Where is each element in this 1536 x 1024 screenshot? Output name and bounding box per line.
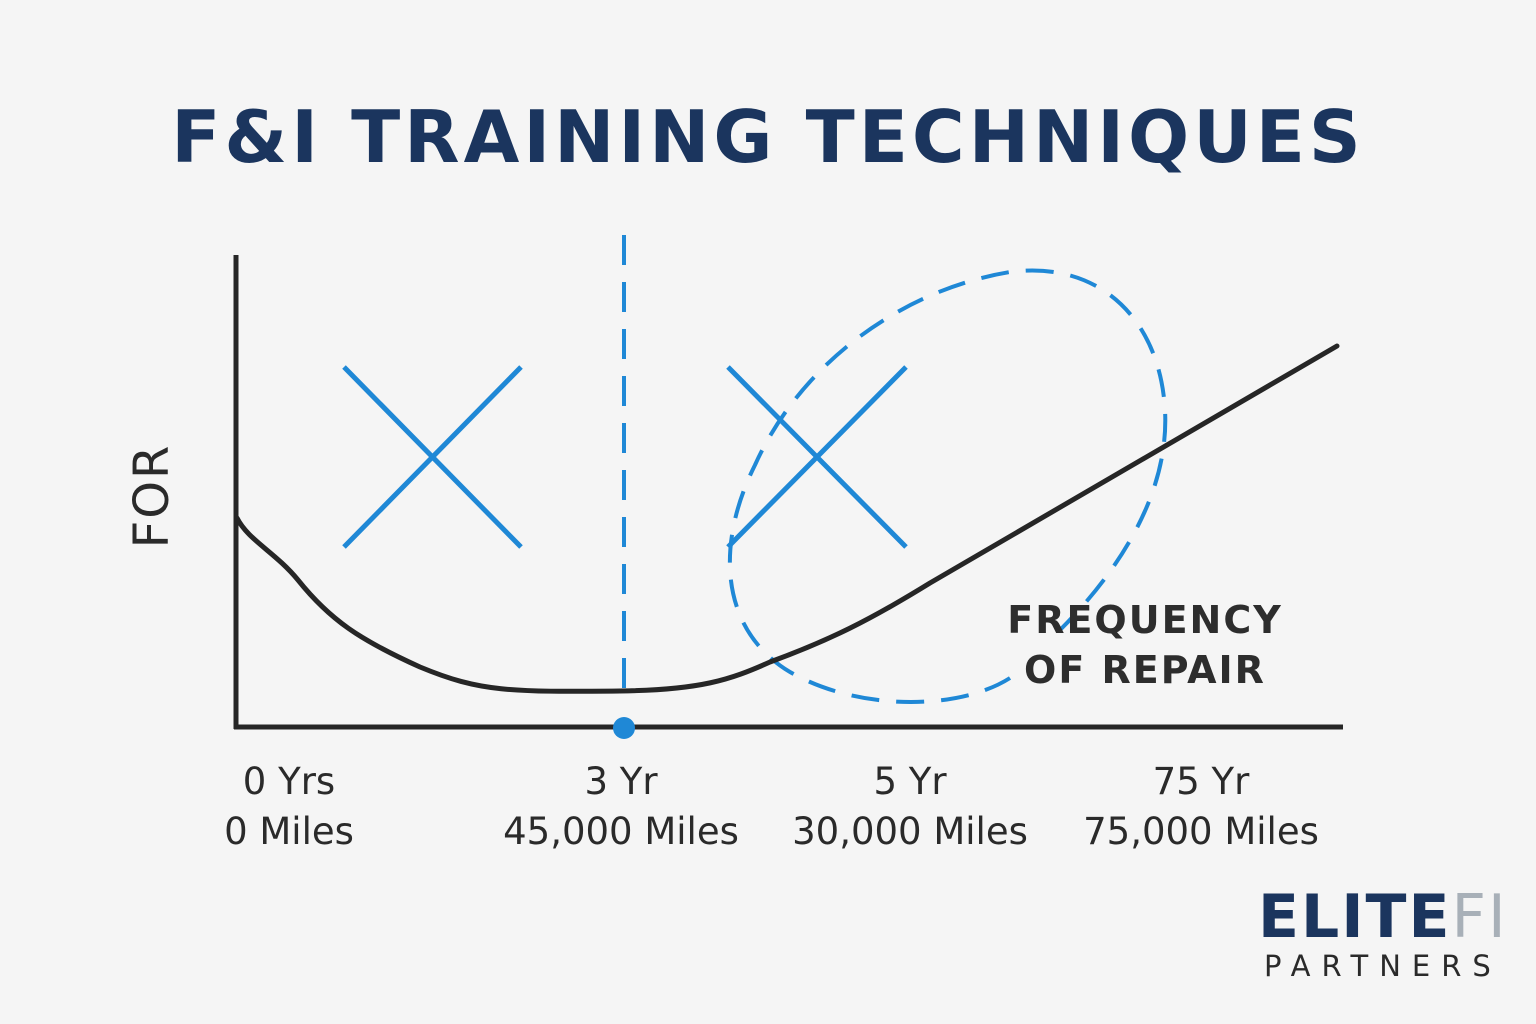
diagram-title: F&I TRAINING TECHNIQUES <box>171 95 1365 179</box>
x-label-1-line1: 3 Yr <box>584 760 658 803</box>
x-label-0-line2: 0 Miles <box>224 810 354 853</box>
x-label-3-line1: 75 Yr <box>1152 760 1250 803</box>
x-label-2-line2: 30,000 Miles <box>792 810 1028 853</box>
x-label-2: 5 Yr 30,000 Miles <box>760 757 1060 857</box>
x-label-0: 0 Yrs 0 Miles <box>139 757 439 857</box>
x-label-0-line1: 0 Yrs <box>242 760 336 803</box>
x-label-1: 3 Yr 45,000 Miles <box>471 757 771 857</box>
dashed-ellipse <box>727 268 1168 704</box>
logo-wordmark: ELITEFI <box>1258 885 1518 949</box>
x-mark-right <box>726 365 908 549</box>
frequency-line1: FREQUENCY <box>1007 598 1283 642</box>
logo-main-text: ELITE <box>1258 882 1452 952</box>
frequency-line2: OF REPAIR <box>1024 648 1266 692</box>
x-label-1-line2: 45,000 Miles <box>503 810 739 853</box>
cost-curve <box>234 343 1340 694</box>
axis-point-marker <box>613 717 635 739</box>
x-label-2-line1: 5 Yr <box>873 760 947 803</box>
elite-fi-logo: ELITEFI PARTNERS <box>1258 885 1518 983</box>
x-mark-left <box>342 365 523 549</box>
logo-subtitle: PARTNERS <box>1264 949 1502 983</box>
frequency-of-repair-label: FREQUENCY OF REPAIR <box>995 595 1295 695</box>
x-label-3-line2: 75,000 Miles <box>1083 810 1319 853</box>
x-label-3: 75 Yr 75,000 Miles <box>1051 757 1351 857</box>
logo-accent-text: FI <box>1451 882 1508 952</box>
y-axis-label: FOR <box>124 443 180 549</box>
